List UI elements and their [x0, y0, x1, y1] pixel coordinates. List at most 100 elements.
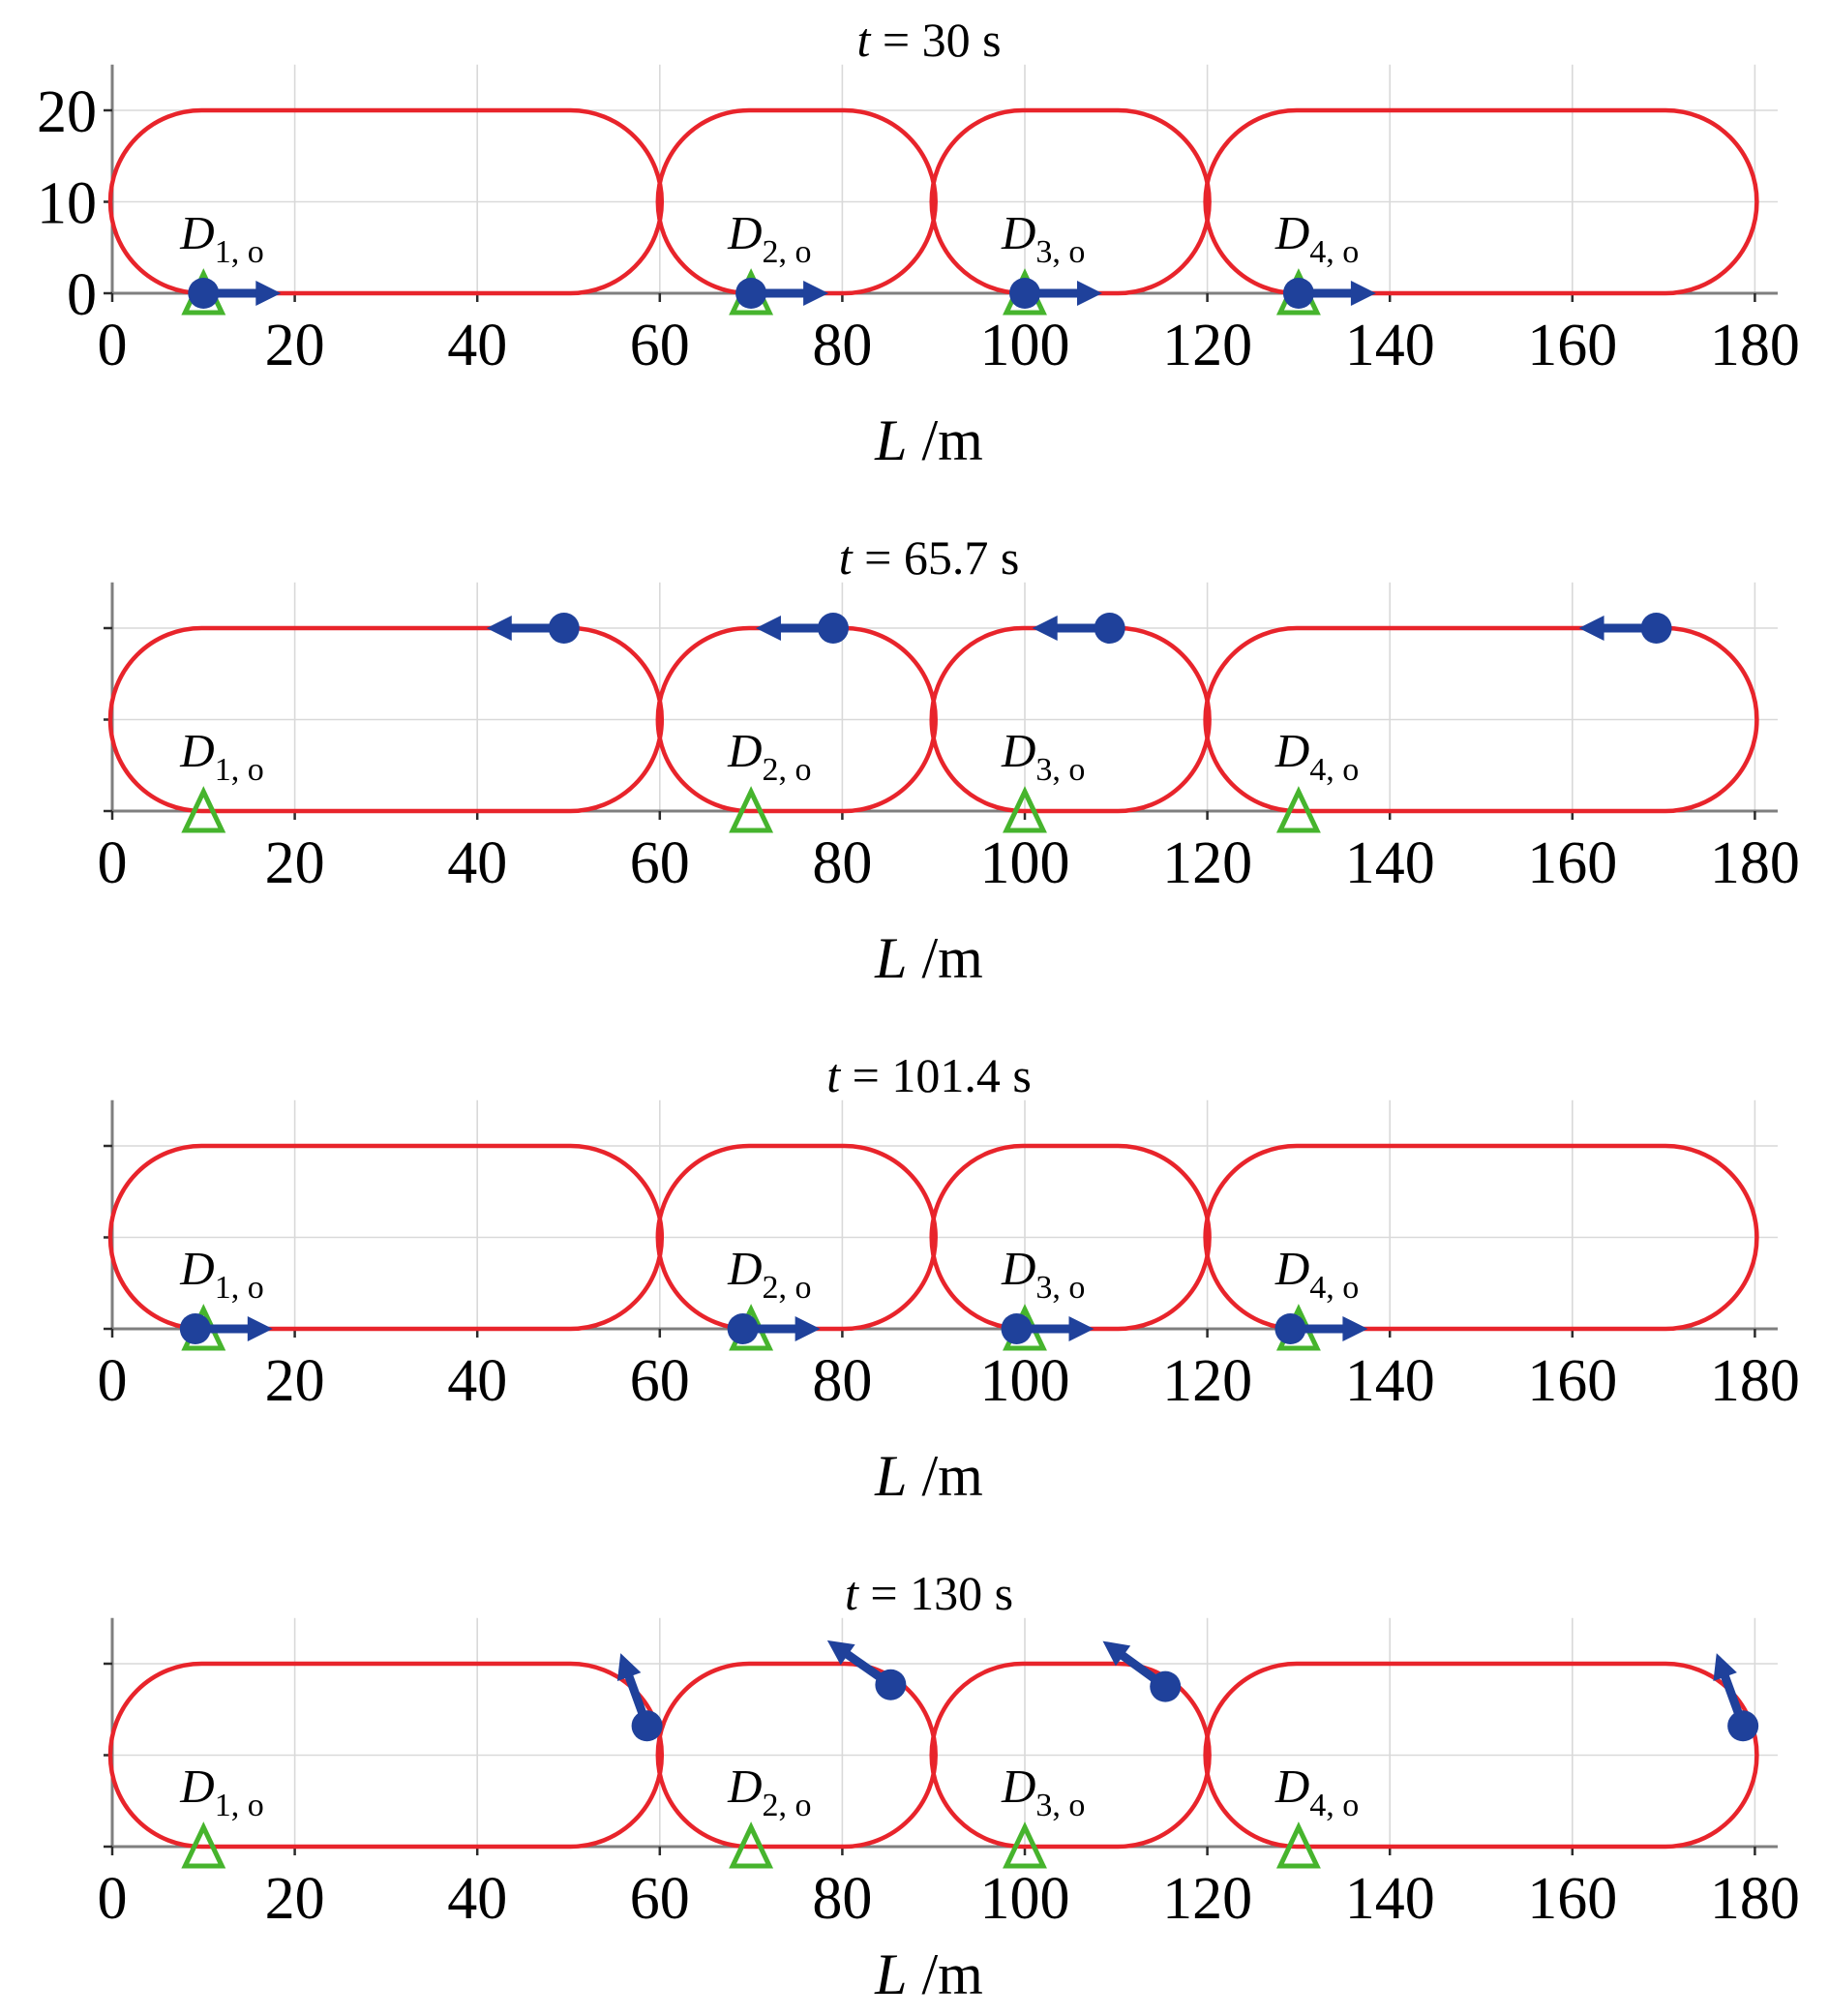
origin-label: D1, o	[179, 206, 263, 270]
drone-heading-arrowhead	[1068, 1316, 1094, 1341]
drone-heading-arrowhead	[755, 616, 781, 641]
y-tick-label: 10	[37, 171, 97, 237]
drone-marker	[179, 1313, 211, 1344]
x-tick-label: 40	[447, 1348, 507, 1414]
x-tick-label: 80	[812, 313, 872, 378]
drone-heading-arrowhead	[616, 1653, 642, 1681]
panel-title: t = 65.7 s	[839, 530, 1020, 585]
x-axis-label: L /m	[874, 1444, 983, 1508]
drone-heading-arrowhead	[1102, 1640, 1131, 1667]
origin-marker	[181, 1821, 226, 1869]
drone-heading-arrowhead	[803, 281, 829, 306]
origin-label: D3, o	[1001, 1242, 1085, 1306]
x-tick-label: 60	[630, 1348, 690, 1414]
drone-marker	[1640, 613, 1672, 644]
x-tick-label: 80	[812, 830, 872, 896]
origin-label: D4, o	[1274, 1760, 1359, 1823]
origin-marker	[1275, 1821, 1321, 1869]
x-tick-label: 160	[1527, 1348, 1617, 1414]
drone-marker	[735, 278, 767, 309]
origin-marker	[1003, 786, 1047, 833]
x-tick-label: 180	[1710, 313, 1800, 378]
x-tick-label: 140	[1345, 313, 1435, 378]
origin-label: D2, o	[727, 1760, 811, 1823]
drone-heading-arrowhead	[1578, 616, 1604, 641]
origin-label: D1, o	[179, 1242, 263, 1306]
origin-marker	[1003, 1821, 1047, 1869]
y-tick-label: 0	[67, 262, 97, 328]
origin-label: D2, o	[727, 206, 811, 270]
drone-marker	[727, 1313, 759, 1344]
origin-label: D1, o	[179, 1760, 263, 1823]
drone-marker	[1009, 278, 1040, 309]
x-tick-label: 80	[812, 1866, 872, 1932]
origin-label: D4, o	[1274, 206, 1359, 270]
origin-label: D2, o	[727, 724, 811, 788]
drone-heading-arrowhead	[1032, 616, 1058, 641]
x-tick-label: 140	[1345, 1348, 1435, 1414]
x-tick-label: 80	[812, 1348, 872, 1414]
x-tick-label: 180	[1710, 1348, 1800, 1414]
origin-label: D4, o	[1274, 724, 1359, 788]
x-tick-label: 0	[98, 830, 128, 896]
x-axis-label: L /m	[874, 926, 983, 990]
drone-heading-arrowhead	[255, 281, 282, 306]
drone-marker	[1150, 1670, 1182, 1702]
drone-marker	[1727, 1710, 1759, 1742]
x-tick-label: 180	[1710, 1866, 1800, 1932]
origin-label: D2, o	[727, 1242, 811, 1306]
x-tick-label: 20	[265, 313, 325, 378]
x-tick-label: 120	[1162, 1866, 1252, 1932]
track-path	[1203, 625, 1759, 814]
x-tick-label: 120	[1162, 1348, 1252, 1414]
drone-marker	[1094, 613, 1125, 644]
drone-marker	[1274, 1313, 1306, 1344]
x-tick-label: 40	[447, 313, 507, 378]
x-tick-label: 0	[98, 1866, 128, 1932]
track-path	[1203, 107, 1759, 296]
drone-marker	[1282, 278, 1314, 309]
panel-title: t = 101.4 s	[826, 1048, 1032, 1102]
track-path	[107, 1661, 665, 1850]
x-tick-label: 100	[980, 313, 1070, 378]
drone-heading-arrowhead	[795, 1316, 821, 1341]
x-tick-label: 60	[630, 1866, 690, 1932]
drone-marker	[631, 1710, 663, 1742]
track-path	[107, 107, 665, 296]
x-axis-label: L /m	[874, 1942, 983, 2006]
drone-heading-arrowhead	[826, 1640, 855, 1666]
drone-heading-arrowhead	[1342, 1316, 1368, 1341]
drone-marker	[875, 1669, 907, 1700]
origin-label: D4, o	[1274, 1242, 1359, 1306]
x-tick-label: 100	[980, 830, 1070, 896]
subplot-t65-7: 0 20 40 60 80 100 120 140 160 180 D1, o D2, o D3, o D…	[98, 530, 1800, 990]
origin-label: D1, o	[179, 724, 263, 788]
track-path	[107, 625, 665, 814]
track-path	[1203, 1143, 1759, 1332]
origin-label: D3, o	[1001, 1760, 1085, 1823]
drone-marker	[548, 613, 580, 644]
panel-title: t = 30 s	[856, 13, 1001, 67]
x-tick-label: 100	[980, 1866, 1070, 1932]
x-tick-label: 20	[265, 830, 325, 896]
drone-marker	[188, 278, 220, 309]
drone-heading-arrowhead	[1350, 281, 1376, 306]
x-tick-label: 120	[1162, 313, 1252, 378]
x-tick-label: 100	[980, 1348, 1070, 1414]
x-tick-label: 60	[630, 830, 690, 896]
drone-marker	[1001, 1313, 1033, 1344]
x-tick-label: 180	[1710, 830, 1800, 896]
x-tick-label: 0	[98, 1348, 128, 1414]
x-tick-label: 20	[265, 1348, 325, 1414]
y-tick-label: 20	[37, 79, 97, 145]
drone-marker	[817, 613, 849, 644]
track-path	[929, 1661, 1212, 1850]
origin-marker	[181, 786, 226, 833]
x-tick-label: 60	[630, 313, 690, 378]
x-tick-label: 140	[1345, 830, 1435, 896]
x-tick-label: 160	[1527, 830, 1617, 896]
subplot-t130: 0 20 40 60 80 100 120 140 160 180 D1, o D2, o D3, o D…	[98, 1566, 1800, 2006]
x-tick-label: 20	[265, 1866, 325, 1932]
